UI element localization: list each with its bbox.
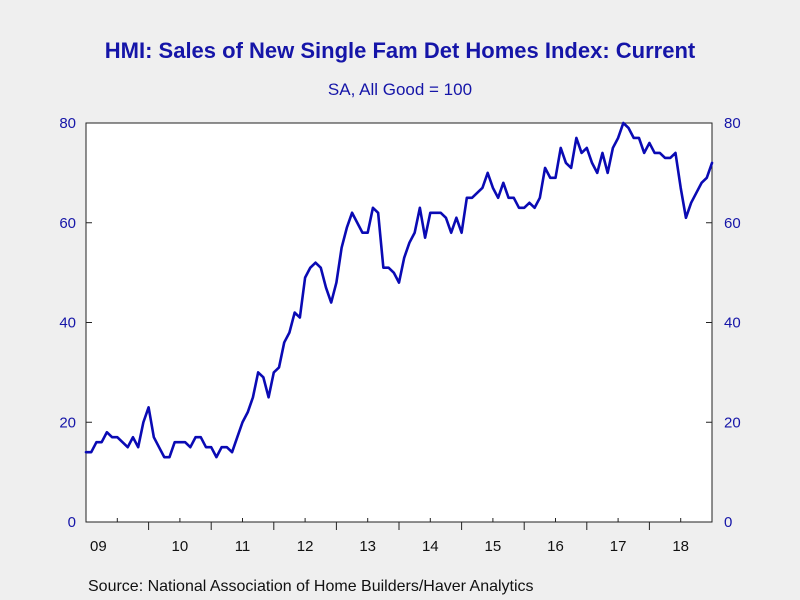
- x-tick-label: 11: [235, 538, 251, 555]
- source-note: Source: National Association of Home Bui…: [88, 578, 534, 595]
- y-tick-label-right: 40: [724, 315, 741, 332]
- y-tick-label-right: 0: [724, 514, 732, 531]
- axes: 0 0 20 20 40 40 60 60 80 80 09 10 11 12 13 14 15 16 17 18: [59, 115, 740, 555]
- y-tick-label-right: 20: [724, 414, 741, 431]
- y-tick-label-right: 60: [724, 215, 741, 232]
- y-tick-label-left: 20: [59, 414, 76, 431]
- y-tick-label-left: 80: [59, 115, 76, 132]
- x-tick-label: 16: [547, 538, 564, 555]
- x-tick-label: 12: [297, 538, 314, 555]
- chart-title: HMI: Sales of New Single Fam Det Homes I…: [104, 38, 696, 63]
- y-tick-label-left: 40: [59, 315, 76, 332]
- y-tick-label-left: 0: [68, 514, 76, 531]
- chart-subtitle: SA, All Good = 100: [327, 80, 473, 99]
- x-tick-label: 10: [172, 538, 189, 555]
- x-tick-label: 14: [422, 538, 439, 555]
- y-tick-label-right: 80: [724, 115, 741, 132]
- series-line: [84, 121, 714, 459]
- x-tick-label: 17: [610, 538, 627, 555]
- x-tick-label: 09: [90, 538, 107, 555]
- x-tick-label: 15: [485, 538, 502, 555]
- y-tick-label-left: 60: [59, 215, 76, 232]
- x-tick-label: 18: [672, 538, 689, 555]
- plot-area: [85, 122, 713, 523]
- x-tick-label: 13: [359, 538, 376, 555]
